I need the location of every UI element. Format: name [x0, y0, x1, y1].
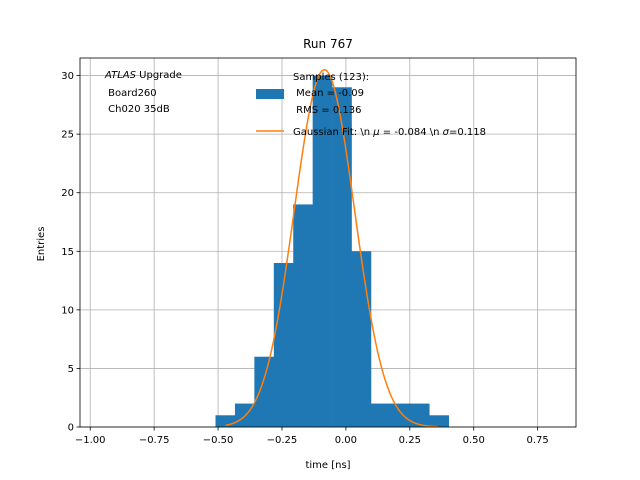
chart-title: Run 767 — [303, 37, 353, 51]
histogram-bar-8 — [370, 403, 391, 427]
histogram-bar-4 — [293, 204, 313, 427]
y-axis-label: Entries — [36, 227, 47, 262]
histogram-bar-0 — [215, 415, 236, 427]
legend-histogram-swatch — [256, 89, 284, 99]
x-tick-label-3: −0.25 — [267, 435, 298, 446]
atlas-annotation: ATLAS Upgrade Board260 Ch020 35dB — [104, 70, 182, 115]
y-tick-label-1: 5 — [68, 364, 74, 375]
legend-fit-part-2: = -0.084 \n — [380, 127, 443, 138]
legend-mean-line: Mean = -0.09 — [293, 88, 364, 99]
histogram-bars — [215, 75, 449, 428]
histogram-bar-6 — [332, 87, 352, 428]
annotation-atlas: ATLAS — [104, 70, 137, 81]
x-tick-label-2: −0.50 — [203, 435, 234, 446]
y-tick-label-0: 0 — [68, 423, 74, 434]
x-axis-ticks: −1.00 −0.75 −0.50 −0.25 0.00 0.25 0.50 0.75 — [75, 427, 549, 446]
axes-frame — [79, 57, 577, 428]
histogram-bar-11 — [429, 415, 449, 427]
annotation-upgrade: Upgrade — [136, 70, 182, 81]
legend-fit-label: Gaussian Fit: \n μ = -0.084 \n σ=0.118 — [293, 127, 486, 138]
x-tick-label-4: 0.00 — [335, 435, 357, 446]
annotation-line-3: Ch020 35dB — [105, 104, 170, 115]
x-tick-label-1: −0.75 — [139, 435, 170, 446]
y-tick-label-3: 15 — [61, 247, 74, 258]
gaussian-fit-curve — [225, 68, 438, 428]
legend-fit-mu: μ — [372, 127, 379, 138]
x-tick-label-5: 0.25 — [399, 435, 421, 446]
annotation-line-2: Board260 — [105, 88, 157, 99]
legend-fit-sigma: σ — [443, 127, 450, 138]
gaussian-fit-curve-group — [225, 68, 438, 428]
histogram-bar-10 — [409, 403, 430, 427]
y-tick-label-6: 30 — [61, 71, 74, 82]
legend: Samples (123): Mean = -0.09 RMS = 0.136 … — [256, 72, 486, 138]
x-tick-label-6: 0.50 — [463, 435, 485, 446]
histogram-bar-7 — [351, 251, 372, 427]
histogram-bar-3 — [273, 263, 294, 427]
legend-fit-part-1: Gaussian Fit: \n — [293, 127, 373, 138]
legend-rms-line: RMS = 0.136 — [293, 105, 361, 116]
y-tick-label-5: 25 — [61, 130, 74, 141]
histogram-bar-9 — [390, 403, 411, 427]
histogram-bar-2 — [254, 356, 275, 427]
x-tick-label-7: 0.75 — [527, 435, 549, 446]
x-axis-label: time [ns] — [305, 460, 350, 471]
legend-samples-line: Samples (123): — [293, 72, 369, 83]
y-tick-label-2: 10 — [61, 305, 74, 316]
legend-fit-part-3: =0.118 — [449, 127, 486, 138]
histogram-bar-5 — [312, 75, 333, 428]
annotation-line-1: ATLAS Upgrade — [104, 70, 182, 81]
y-axis-ticks: 0 5 10 15 20 25 30 — [61, 71, 80, 434]
y-tick-label-4: 20 — [61, 188, 74, 199]
x-tick-label-0: −1.00 — [75, 435, 106, 446]
